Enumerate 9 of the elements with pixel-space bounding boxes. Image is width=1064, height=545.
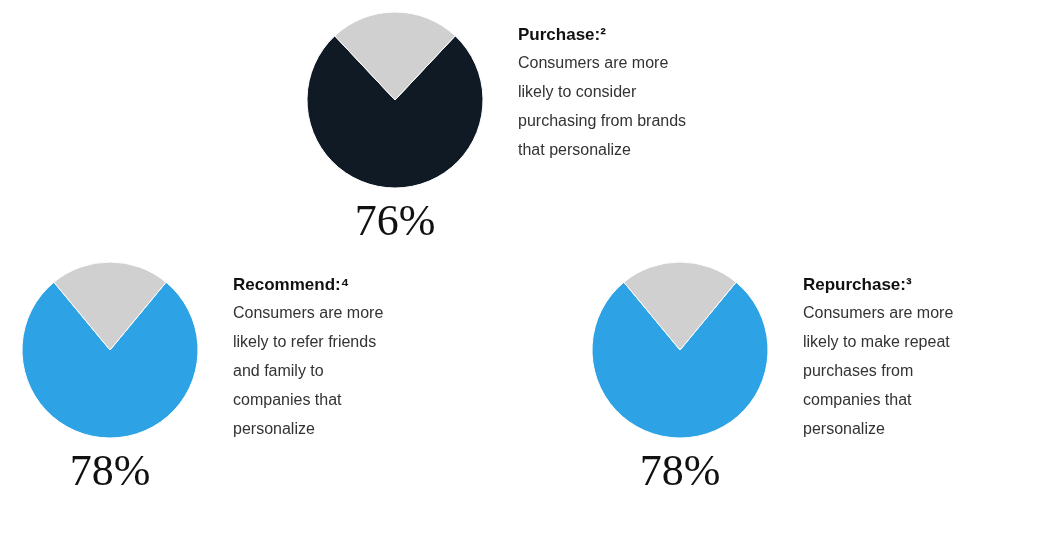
text: Consumers are more likely to make repeat purchases from companies that personalize [803,304,954,437]
text: Repurchase:³ [803,275,912,294]
text: Recommend:⁴ [233,275,350,294]
data-label: 76% [354,196,436,245]
text: Purchase:² [518,25,607,44]
data-label: 78% [69,446,151,495]
text: Consumers are more likely to consider purchasing from brands that personalize [518,54,687,158]
data-label: 78% [639,446,721,495]
text: Consumers are more likely to refer friends and family to companies that personalize [233,304,384,437]
